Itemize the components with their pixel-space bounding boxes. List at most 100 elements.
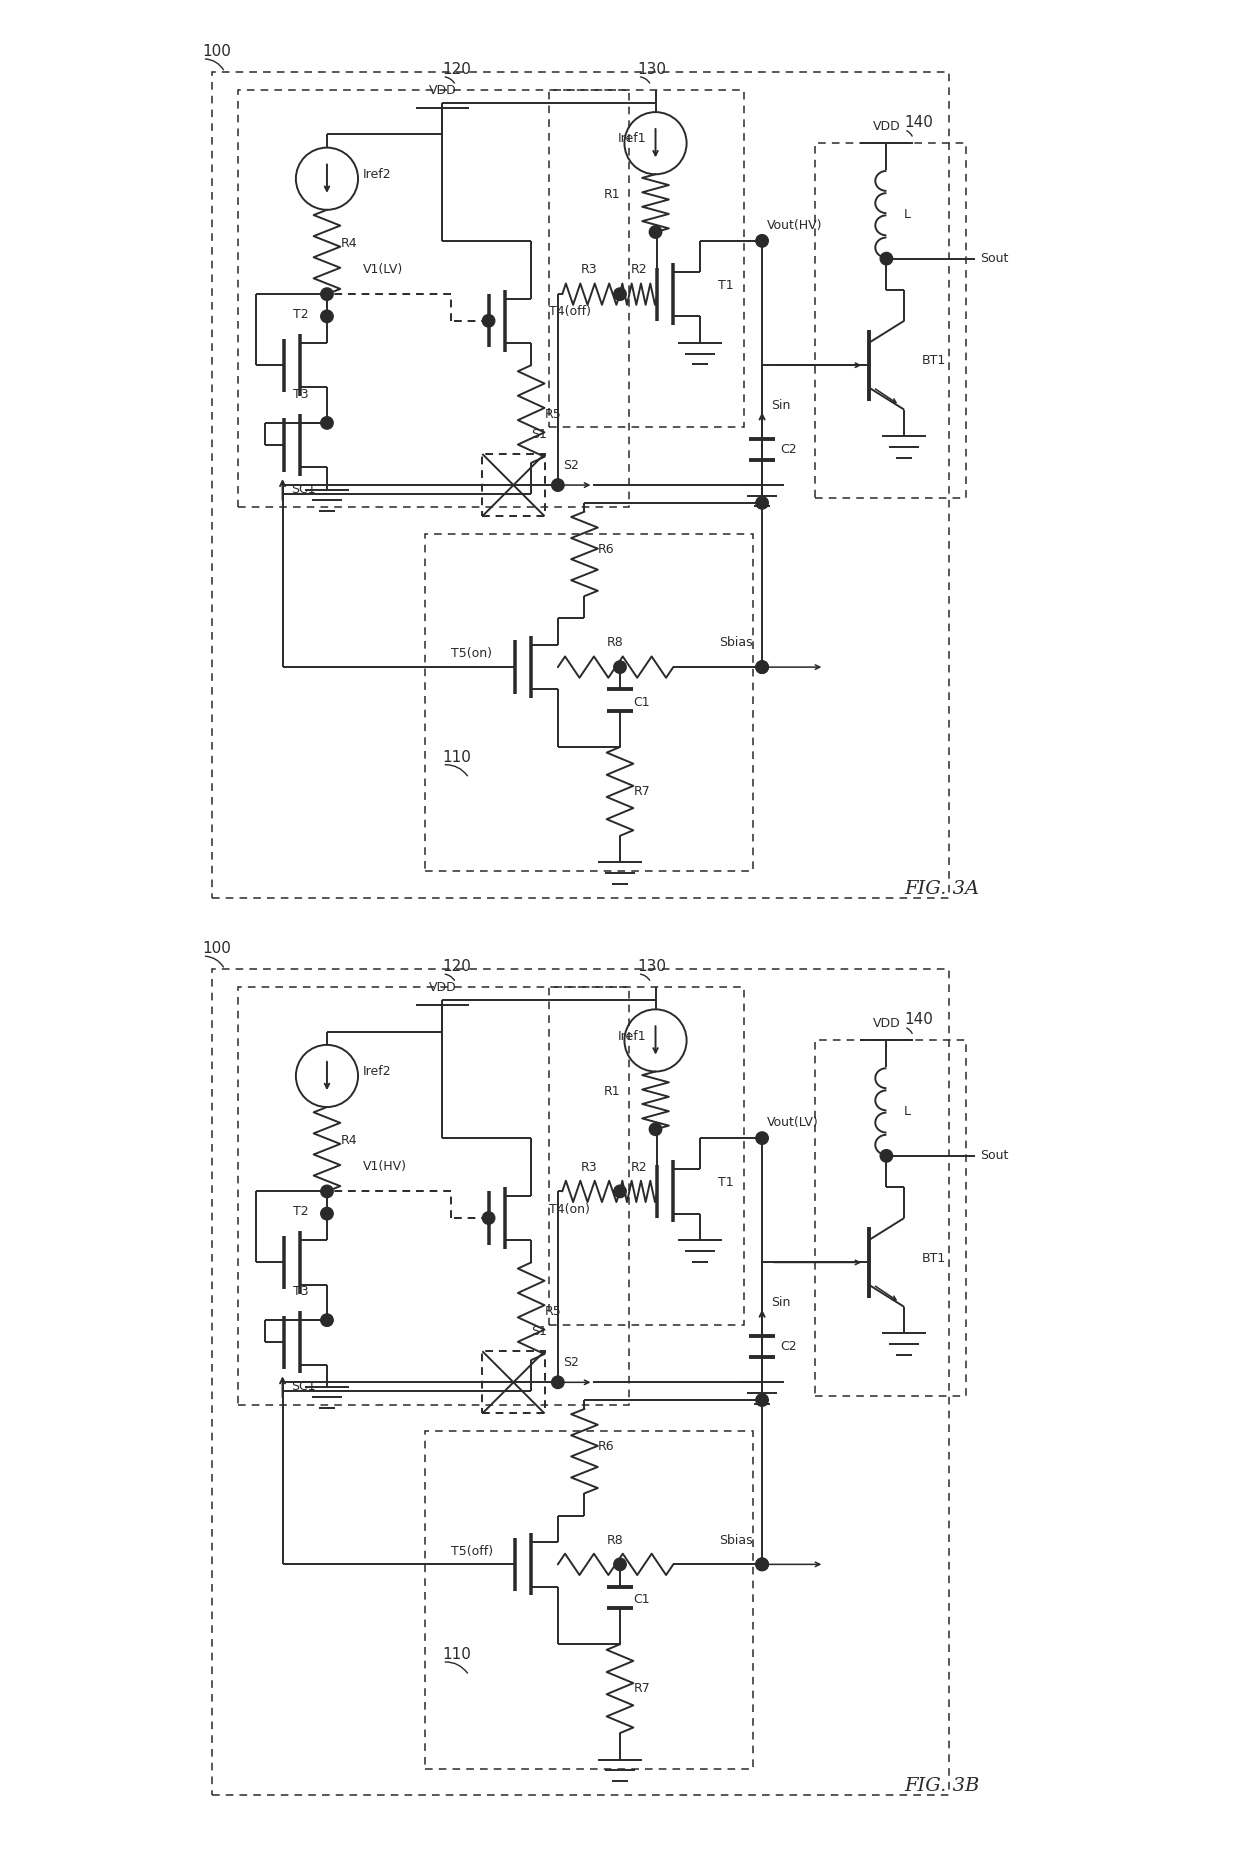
Circle shape <box>552 479 564 492</box>
Text: 110: 110 <box>443 1646 471 1661</box>
Text: L: L <box>904 1104 911 1117</box>
Text: Sbias: Sbias <box>719 1534 753 1547</box>
Text: S2: S2 <box>563 1356 579 1369</box>
Text: T1: T1 <box>718 279 733 292</box>
Text: R4: R4 <box>340 1134 357 1147</box>
Text: V1(HV): V1(HV) <box>362 1160 407 1173</box>
Circle shape <box>756 660 769 673</box>
Text: 110: 110 <box>443 749 471 764</box>
Text: 100: 100 <box>202 44 232 59</box>
Bar <box>424 1432 753 1769</box>
Circle shape <box>614 660 626 673</box>
Text: V1(LV): V1(LV) <box>362 263 403 276</box>
Text: FIG. 3B: FIG. 3B <box>904 1778 980 1794</box>
Text: T5(on): T5(on) <box>451 648 492 660</box>
Text: R5: R5 <box>544 1304 562 1317</box>
Text: VDD: VDD <box>873 1018 900 1030</box>
Text: R4: R4 <box>340 237 357 250</box>
Circle shape <box>614 1186 626 1197</box>
Circle shape <box>482 1212 495 1225</box>
Text: R8: R8 <box>608 636 624 649</box>
Bar <box>816 1040 966 1395</box>
Circle shape <box>321 1208 334 1219</box>
Text: Sout: Sout <box>980 1149 1008 1162</box>
Circle shape <box>756 496 769 509</box>
Text: T2: T2 <box>293 1204 308 1217</box>
Text: T5(off): T5(off) <box>451 1545 494 1558</box>
Text: T3: T3 <box>293 388 308 401</box>
Text: S1: S1 <box>531 427 547 440</box>
Circle shape <box>321 289 334 300</box>
Text: Sbias: Sbias <box>719 636 753 649</box>
Text: R7: R7 <box>634 784 650 797</box>
Text: SC1: SC1 <box>291 1380 316 1393</box>
Text: VDD: VDD <box>429 980 456 993</box>
Circle shape <box>321 1186 334 1197</box>
Text: 130: 130 <box>637 958 667 973</box>
Bar <box>482 453 544 516</box>
Text: 100: 100 <box>202 942 232 956</box>
Circle shape <box>614 289 626 300</box>
Text: R5: R5 <box>544 407 562 420</box>
Bar <box>816 142 966 498</box>
Text: 120: 120 <box>443 958 471 973</box>
Bar <box>549 91 744 427</box>
Bar <box>482 1350 544 1413</box>
Circle shape <box>756 1393 769 1406</box>
Text: R3: R3 <box>580 1160 598 1173</box>
Bar <box>424 535 753 871</box>
Text: T4(on): T4(on) <box>549 1202 590 1215</box>
Circle shape <box>756 1558 769 1571</box>
Text: Iref2: Iref2 <box>362 168 391 181</box>
Circle shape <box>321 416 334 429</box>
Circle shape <box>756 660 769 673</box>
Text: R2: R2 <box>630 263 647 276</box>
Text: R2: R2 <box>630 1160 647 1173</box>
Text: R1: R1 <box>604 1084 620 1099</box>
Circle shape <box>756 1558 769 1571</box>
Text: T2: T2 <box>293 307 308 320</box>
Text: S2: S2 <box>563 459 579 472</box>
Circle shape <box>650 226 662 239</box>
Text: Sin: Sin <box>771 398 790 413</box>
Text: Iref2: Iref2 <box>362 1066 391 1079</box>
Text: Iref1: Iref1 <box>618 131 646 146</box>
Circle shape <box>321 1314 334 1326</box>
Circle shape <box>552 1376 564 1389</box>
Text: 130: 130 <box>637 61 667 76</box>
Circle shape <box>756 235 769 248</box>
Bar <box>212 72 949 897</box>
Text: T3: T3 <box>293 1286 308 1299</box>
Text: R6: R6 <box>598 1439 615 1454</box>
Circle shape <box>614 1558 626 1571</box>
Text: R6: R6 <box>598 542 615 557</box>
Text: BT1: BT1 <box>921 353 946 368</box>
Text: Iref1: Iref1 <box>618 1029 646 1043</box>
Bar <box>549 988 744 1325</box>
Text: Sout: Sout <box>980 252 1008 265</box>
Text: Vout(LV): Vout(LV) <box>766 1116 818 1128</box>
Text: C2: C2 <box>780 442 796 457</box>
Text: 120: 120 <box>443 61 471 76</box>
Text: VDD: VDD <box>873 120 900 133</box>
Circle shape <box>482 314 495 327</box>
Bar <box>238 91 629 507</box>
Text: C1: C1 <box>634 696 650 709</box>
Text: C1: C1 <box>634 1593 650 1606</box>
Text: 140: 140 <box>904 115 932 130</box>
Circle shape <box>321 311 334 322</box>
Text: FIG. 3A: FIG. 3A <box>904 881 980 897</box>
Text: R1: R1 <box>604 187 620 202</box>
Text: Sin: Sin <box>771 1295 790 1310</box>
Text: VDD: VDD <box>429 83 456 96</box>
Circle shape <box>880 252 893 265</box>
Text: 140: 140 <box>904 1012 932 1027</box>
Circle shape <box>756 1132 769 1145</box>
Text: T4(off): T4(off) <box>549 305 591 318</box>
Circle shape <box>650 1123 662 1136</box>
Circle shape <box>880 1149 893 1162</box>
Text: R8: R8 <box>608 1534 624 1547</box>
Bar <box>238 988 629 1404</box>
Text: Vout(HV): Vout(HV) <box>766 218 822 231</box>
Bar <box>212 969 949 1794</box>
